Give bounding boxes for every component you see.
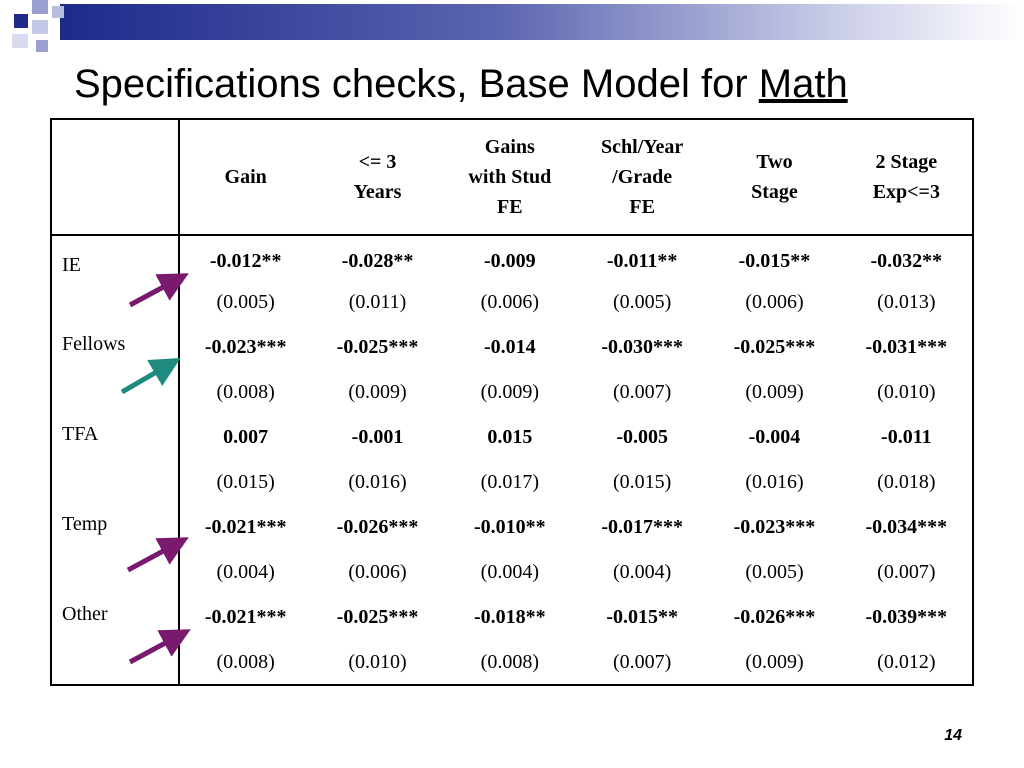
coefficient-cell: -0.014	[483, 336, 536, 358]
title-main: Specifications checks, Base Model for	[74, 62, 759, 106]
std-error-cell: (0.006)	[480, 291, 539, 313]
std-error-cell: (0.012)	[877, 650, 936, 673]
std-error-cell: (0.009)	[745, 381, 804, 403]
std-error-cell: (0.013)	[877, 291, 936, 313]
coefficient-cell: -0.025***	[336, 336, 419, 358]
std-error-cell: (0.008)	[216, 650, 275, 673]
column-header: Schl/Year/Grade FE	[601, 136, 684, 218]
coef-row: IE -0.012** -0.028** -0.009 -0.011** -0.015**…	[51, 235, 973, 325]
column-header: Gain	[224, 166, 267, 188]
coefficient-cell: -0.015**	[606, 606, 678, 628]
coefficient-cell: -0.021***	[204, 606, 287, 628]
header-row: Gain <= 3 Years Gains with Stud FE Schl/Year/G…	[51, 119, 973, 235]
coef-row: Other -0.021*** -0.025*** -0.018** -0.015** -…	[51, 595, 973, 685]
coefficient-cell: -0.026***	[336, 516, 419, 538]
page-number: 14	[944, 727, 962, 744]
coef-row: TFA 0.007 -0.001 0.015 -0.005 -0.004 -0.011	[51, 415, 973, 505]
row-label: Other	[51, 595, 180, 685]
title-subject: Math	[758, 62, 848, 106]
std-error-cell: (0.004)	[480, 561, 539, 583]
std-error-cell: (0.018)	[877, 471, 936, 493]
row-label: Fellows	[51, 325, 180, 415]
std-error-cell: (0.008)	[216, 381, 275, 403]
se-row: (0.005) (0.011) (0.006) (0.005) (0.006) (0.01…	[51, 280, 973, 325]
std-error-cell: (0.010)	[348, 650, 407, 673]
coefficient-cell: -0.001	[351, 426, 404, 448]
std-error-cell: (0.006)	[745, 291, 804, 313]
std-error-cell: (0.005)	[216, 291, 275, 313]
coefficient-cell: -0.028**	[341, 249, 414, 272]
coefficient-cell: -0.005	[616, 426, 668, 448]
std-error-cell: (0.015)	[612, 471, 672, 493]
row-label: Temp	[51, 505, 180, 595]
header-gradient-bar	[60, 4, 1024, 40]
row-label: TFA	[51, 415, 180, 505]
coefficient-cell: -0.012**	[209, 249, 282, 272]
std-error-cell: (0.005)	[612, 291, 672, 313]
coefficient-cell: -0.015**	[738, 249, 811, 272]
std-error-cell: (0.009)	[480, 381, 539, 403]
coefficient-cell: -0.032**	[870, 249, 943, 272]
column-header: Two Stage	[751, 151, 798, 203]
coefficient-cell: -0.017***	[601, 516, 683, 538]
std-error-cell: (0.016)	[745, 471, 804, 493]
se-row: (0.008) (0.010) (0.008) (0.007) (0.009) (0.01…	[51, 640, 973, 685]
coefficient-cell: -0.023***	[204, 336, 287, 358]
se-row: (0.015) (0.016) (0.017) (0.015) (0.016) (0.01…	[51, 460, 973, 505]
coefficient-cell: -0.023***	[733, 516, 816, 538]
coefficient-cell: -0.018**	[473, 606, 546, 628]
coefficient-cell: -0.025***	[336, 606, 419, 628]
coefficient-cell: -0.011	[881, 426, 932, 448]
std-error-cell: (0.007)	[612, 650, 672, 673]
std-error-cell: (0.007)	[877, 561, 936, 583]
coefficient-cell: -0.011**	[606, 249, 678, 272]
results-table: Gain <= 3 Years Gains with Stud FE Schl/Year/G…	[50, 118, 974, 686]
coefficient-cell: -0.025***	[733, 336, 816, 358]
std-error-cell: (0.009)	[745, 650, 804, 673]
se-row: (0.004) (0.006) (0.004) (0.004) (0.005) (0.00…	[51, 550, 973, 595]
slide-title: Specifications checks, Base Model for Ma…	[74, 62, 848, 107]
std-error-cell: (0.008)	[480, 650, 539, 673]
std-error-cell: (0.010)	[877, 381, 936, 403]
coefficient-cell: -0.039***	[865, 606, 948, 628]
coefficient-cell: -0.004	[748, 426, 801, 448]
std-error-cell: (0.004)	[612, 561, 672, 583]
coefficient-cell: -0.034***	[865, 516, 948, 538]
decorative-squares	[12, 0, 64, 52]
coef-row: Temp -0.021*** -0.026*** -0.010** -0.017*** -…	[51, 505, 973, 595]
column-header: Gains with Stud FE	[468, 136, 552, 218]
coefficient-cell: 0.015	[487, 426, 533, 448]
std-error-cell: (0.009)	[348, 381, 407, 403]
std-error-cell: (0.006)	[348, 561, 407, 583]
coefficient-cell: -0.026***	[733, 606, 816, 628]
std-error-cell: (0.004)	[216, 561, 275, 583]
std-error-cell: (0.017)	[480, 471, 539, 493]
std-error-cell: (0.005)	[745, 561, 804, 583]
std-error-cell: (0.015)	[216, 471, 275, 493]
se-row: (0.008) (0.009) (0.009) (0.007) (0.009) (0.01…	[51, 370, 973, 415]
column-header: 2 Stage Exp<=3	[872, 151, 940, 203]
std-error-cell: (0.011)	[348, 291, 407, 313]
std-error-cell: (0.016)	[348, 471, 407, 493]
coef-row: Fellows -0.023*** -0.025*** -0.014 -0.030***…	[51, 325, 973, 415]
coefficient-cell: -0.009	[483, 249, 536, 272]
coefficient-cell: -0.021***	[204, 516, 287, 538]
corner-cell	[51, 119, 180, 235]
coefficient-cell: -0.031***	[865, 336, 948, 358]
row-label: IE	[51, 235, 180, 325]
coefficient-cell: 0.007	[223, 426, 269, 448]
coefficient-cell: -0.010**	[473, 516, 546, 538]
coefficient-cell: -0.030***	[601, 336, 683, 358]
std-error-cell: (0.007)	[612, 381, 672, 403]
column-header: <= 3 Years	[353, 151, 402, 203]
